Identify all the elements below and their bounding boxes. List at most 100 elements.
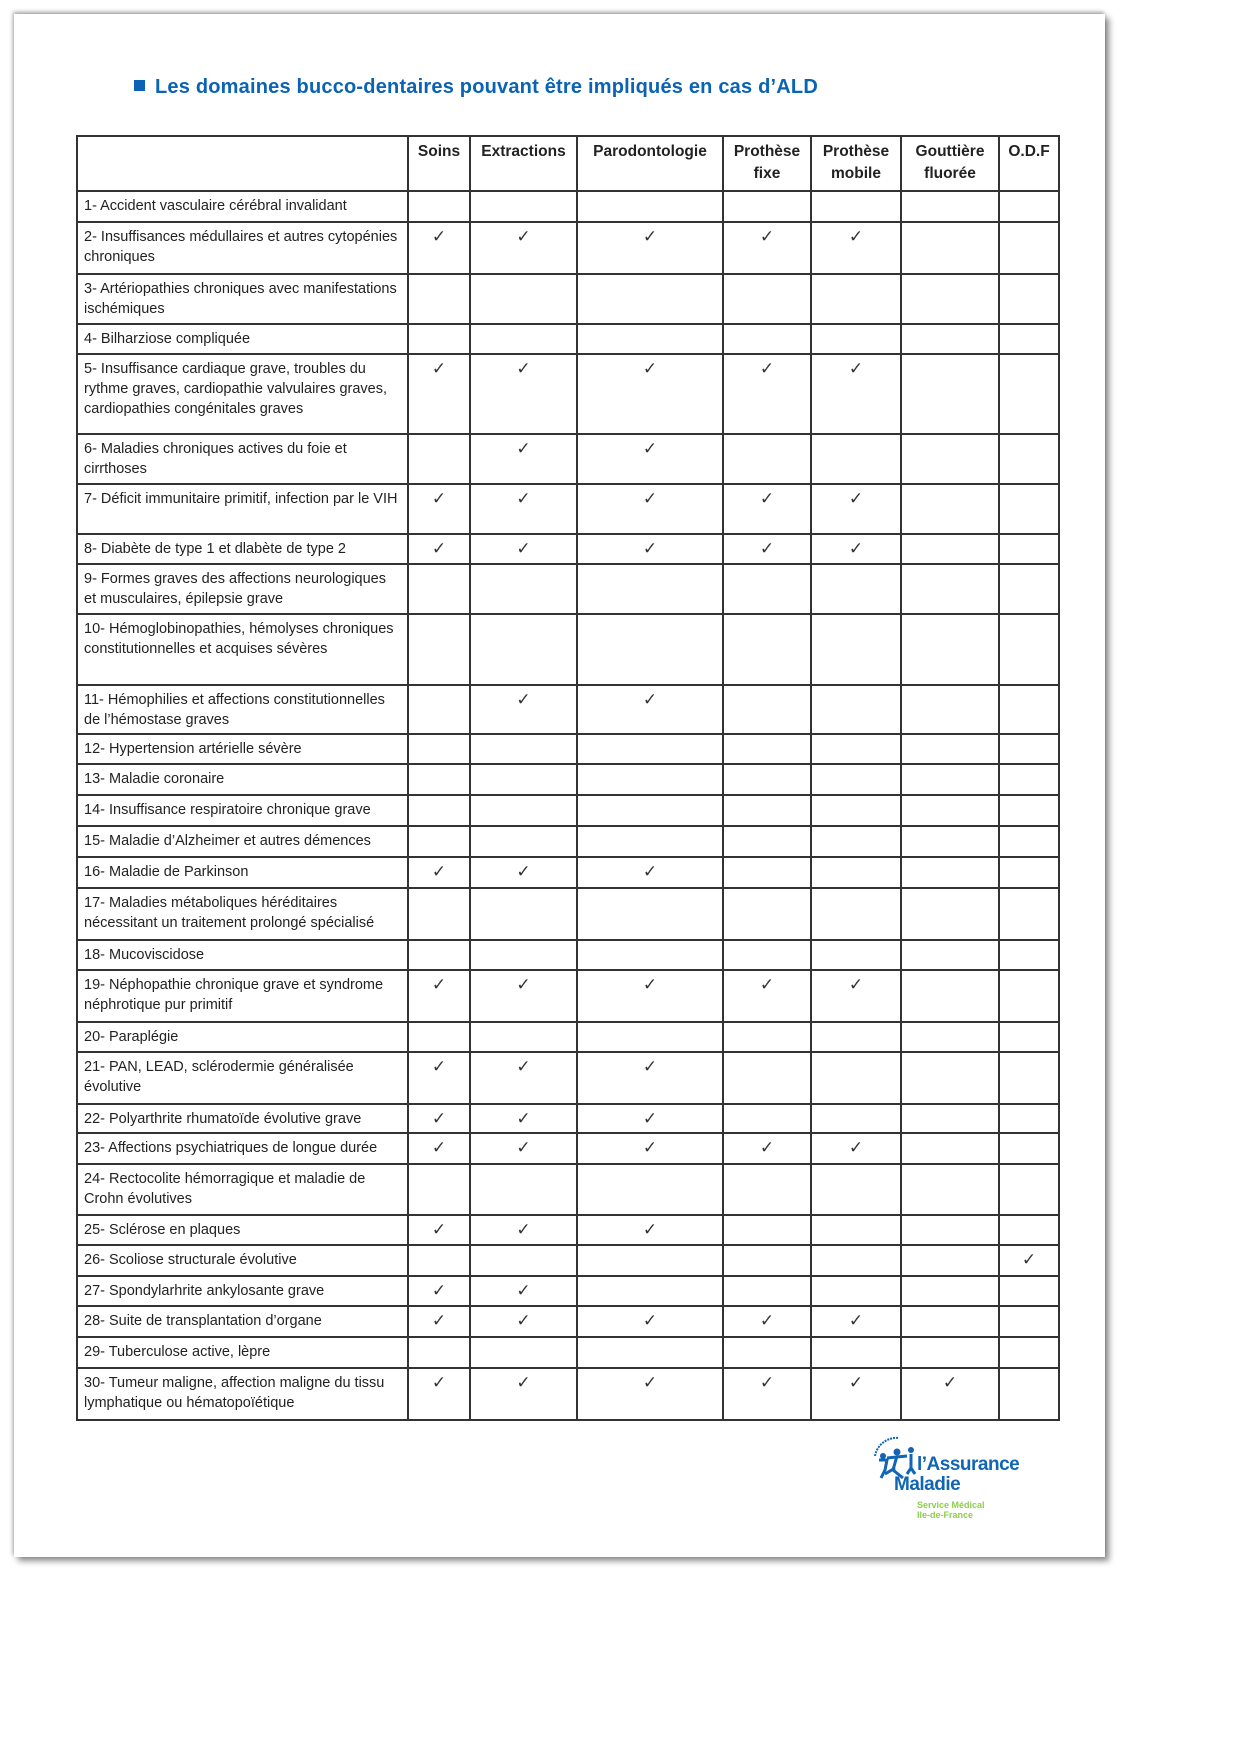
checkmark-icon: ✓ bbox=[810, 1367, 902, 1421]
table-row: 9- Formes graves des affections neurolog… bbox=[76, 563, 1060, 615]
empty-cell bbox=[407, 1021, 471, 1053]
empty-cell bbox=[810, 856, 902, 889]
column-header: O.D.F bbox=[998, 135, 1060, 192]
ald-domains-table: Soins Extractions Parodontologie Prothèse f… bbox=[76, 135, 1060, 1421]
checkmark-icon: ✓ bbox=[469, 353, 578, 435]
checkmark-icon: ✓ bbox=[407, 1275, 471, 1307]
row-label: 14- Insuffisance respiratoire chronique … bbox=[76, 794, 409, 827]
row-label: 18- Mucoviscidose bbox=[76, 939, 409, 971]
checkmark-icon: ✓ bbox=[576, 1214, 724, 1246]
empty-cell bbox=[722, 684, 812, 735]
logo-subtitle-line2: Ile-de-France bbox=[917, 1510, 974, 1520]
checkmark-icon: ✓ bbox=[810, 483, 902, 535]
table-row: 14- Insuffisance respiratoire chronique … bbox=[76, 794, 1060, 827]
assurance-maladie-logo: l’Assurance Maladie Service Médical Ile-… bbox=[869, 1434, 1039, 1554]
empty-cell bbox=[998, 190, 1060, 223]
row-label: 30- Tumeur maligne, affection maligne du… bbox=[76, 1367, 409, 1421]
checkmark-icon: ✓ bbox=[407, 856, 471, 889]
checkmark-icon: ✓ bbox=[810, 533, 902, 565]
people-figures-icon bbox=[874, 1436, 917, 1480]
document-page: Les domaines bucco-dentaires pouvant êtr… bbox=[14, 14, 1105, 1557]
empty-cell bbox=[998, 969, 1060, 1023]
empty-cell bbox=[998, 763, 1060, 796]
empty-cell bbox=[810, 563, 902, 615]
empty-cell bbox=[722, 763, 812, 796]
checkmark-icon: ✓ bbox=[469, 856, 578, 889]
empty-cell bbox=[407, 684, 471, 735]
empty-cell bbox=[810, 273, 902, 325]
empty-cell bbox=[900, 794, 1000, 827]
logo-name-line2: Maladie bbox=[894, 1474, 961, 1495]
checkmark-icon: ✓ bbox=[722, 1305, 812, 1338]
empty-cell bbox=[810, 190, 902, 223]
checkmark-icon: ✓ bbox=[576, 353, 724, 435]
empty-cell bbox=[407, 323, 471, 355]
checkmark-icon: ✓ bbox=[469, 1132, 578, 1165]
empty-cell bbox=[810, 1214, 902, 1246]
checkmark-icon: ✓ bbox=[722, 221, 812, 275]
empty-cell bbox=[407, 433, 471, 485]
checkmark-icon: ✓ bbox=[810, 969, 902, 1023]
empty-cell bbox=[900, 887, 1000, 941]
row-label: 1- Accident vasculaire cérébral invalida… bbox=[76, 190, 409, 223]
empty-cell bbox=[576, 1021, 724, 1053]
empty-cell bbox=[900, 190, 1000, 223]
empty-cell bbox=[900, 733, 1000, 765]
table-row: 26- Scoliose structurale évolutive ✓ bbox=[76, 1244, 1060, 1277]
square-bullet-icon bbox=[134, 80, 145, 91]
row-label: 27- Spondylarhrite ankylosante grave bbox=[76, 1275, 409, 1307]
empty-cell bbox=[576, 1163, 724, 1216]
checkmark-icon: ✓ bbox=[722, 483, 812, 535]
checkmark-icon: ✓ bbox=[469, 483, 578, 535]
empty-cell bbox=[576, 323, 724, 355]
empty-cell bbox=[810, 794, 902, 827]
empty-cell bbox=[900, 1021, 1000, 1053]
empty-cell bbox=[469, 563, 578, 615]
empty-cell bbox=[900, 353, 1000, 435]
empty-cell bbox=[998, 1336, 1060, 1369]
checkmark-icon: ✓ bbox=[469, 221, 578, 275]
checkmark-icon: ✓ bbox=[722, 1132, 812, 1165]
table-row: 21- PAN, LEAD, sclérodermie généralisée … bbox=[76, 1051, 1060, 1105]
checkmark-icon: ✓ bbox=[722, 969, 812, 1023]
row-label: 13- Maladie coronaire bbox=[76, 763, 409, 796]
table-row: 29- Tuberculose active, lèpre bbox=[76, 1336, 1060, 1369]
empty-cell bbox=[810, 887, 902, 941]
empty-cell bbox=[998, 483, 1060, 535]
checkmark-icon: ✓ bbox=[407, 533, 471, 565]
row-label: 10- Hémoglobinopathies, hémolyses chroni… bbox=[76, 613, 409, 686]
empty-cell bbox=[407, 733, 471, 765]
row-label: 23- Affections psychiatriques de longue … bbox=[76, 1132, 409, 1165]
empty-cell bbox=[407, 563, 471, 615]
empty-cell bbox=[407, 1336, 471, 1369]
checkmark-icon: ✓ bbox=[810, 1132, 902, 1165]
empty-cell bbox=[576, 1336, 724, 1369]
empty-cell bbox=[900, 613, 1000, 686]
empty-cell bbox=[576, 733, 724, 765]
checkmark-icon: ✓ bbox=[722, 353, 812, 435]
empty-cell bbox=[810, 433, 902, 485]
empty-cell bbox=[998, 323, 1060, 355]
checkmark-icon: ✓ bbox=[407, 1367, 471, 1421]
empty-cell bbox=[900, 1103, 1000, 1134]
empty-cell bbox=[900, 684, 1000, 735]
empty-cell bbox=[810, 1244, 902, 1277]
empty-cell bbox=[722, 794, 812, 827]
empty-cell bbox=[407, 613, 471, 686]
empty-cell bbox=[998, 613, 1060, 686]
table-row: 3- Artériopathies chroniques avec manife… bbox=[76, 273, 1060, 325]
empty-cell bbox=[469, 1021, 578, 1053]
empty-cell bbox=[810, 684, 902, 735]
row-label: 11- Hémophilies et affections constituti… bbox=[76, 684, 409, 735]
checkmark-icon: ✓ bbox=[407, 1305, 471, 1338]
checkmark-icon: ✓ bbox=[469, 684, 578, 735]
empty-cell bbox=[469, 794, 578, 827]
row-label: 24- Rectocolite hémorragique et maladie … bbox=[76, 1163, 409, 1216]
empty-cell bbox=[998, 273, 1060, 325]
empty-cell bbox=[576, 887, 724, 941]
row-label: 28- Suite de transplantation d’organe bbox=[76, 1305, 409, 1338]
checkmark-icon: ✓ bbox=[469, 1103, 578, 1134]
empty-cell bbox=[407, 273, 471, 325]
table-row: 5- Insuffisance cardiaque grave, trouble… bbox=[76, 353, 1060, 435]
empty-cell bbox=[998, 794, 1060, 827]
